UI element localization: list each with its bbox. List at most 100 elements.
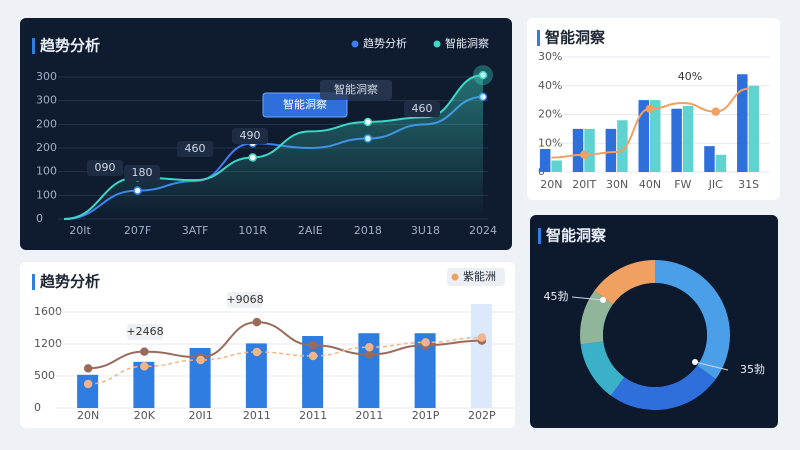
point [140, 347, 149, 356]
chart-title: 智能洞察 [546, 227, 607, 245]
y-tick-label: 200 [36, 141, 57, 154]
legend-label: 紫能洲 [463, 269, 496, 283]
bar [302, 336, 324, 408]
title-accent [537, 30, 540, 46]
y-tick-label: 30% [538, 50, 562, 63]
x-tick-label: 40N [639, 178, 661, 191]
point [711, 107, 720, 116]
annotation: 35勃 [740, 363, 765, 376]
leader-line [694, 361, 729, 371]
point [478, 70, 488, 80]
label-box [87, 160, 123, 176]
donut-hole [603, 283, 707, 387]
point [477, 333, 487, 342]
legend-swatch [451, 273, 459, 281]
y-tick-label: 0 [36, 212, 43, 225]
bar [539, 149, 551, 172]
point [365, 350, 374, 359]
x-tick-label: 3ATF [182, 224, 209, 237]
y-tick-label: 0 [34, 401, 41, 414]
label-box [124, 165, 160, 181]
annotation: +9068 [226, 293, 263, 306]
x-tick-label: 20N [540, 178, 562, 191]
bar [704, 146, 715, 172]
point [83, 379, 93, 389]
x-tick-label: 20It [69, 224, 91, 237]
chart-title: 趋势分析 [40, 273, 100, 291]
y-tick-label: 200 [36, 117, 57, 130]
x-tick-label: 2018 [354, 224, 382, 237]
legend-swatch [433, 40, 441, 48]
y-tick-label: 500 [34, 369, 55, 382]
label-box [404, 101, 440, 117]
x-tick-label: 3U18 [411, 224, 440, 237]
bar [737, 74, 748, 172]
bar [470, 304, 492, 408]
bar [245, 343, 267, 408]
label-box [127, 324, 163, 340]
x-tick-label: 2024 [469, 224, 497, 237]
leader-line [571, 296, 604, 301]
y-tick-label: 300 [36, 94, 57, 107]
bar [572, 128, 584, 172]
annotation: 180 [132, 166, 153, 179]
chart-title: 趋势分析 [40, 37, 100, 55]
title-accent [538, 228, 541, 244]
bar [77, 374, 99, 408]
x-tick-label: 20K [134, 409, 156, 422]
donut-slice [655, 260, 731, 380]
point [580, 150, 589, 159]
point [248, 153, 257, 162]
x-tick-label: 20IT [572, 178, 596, 191]
title-accent [32, 274, 35, 290]
y-tick-label: 100 [36, 188, 57, 201]
point [252, 317, 262, 327]
bar [605, 128, 617, 172]
area [64, 75, 483, 220]
point [140, 362, 149, 371]
annotation: 490 [240, 129, 261, 142]
point [421, 338, 430, 347]
legend-box [447, 268, 505, 286]
annotation: 460 [185, 142, 206, 155]
annotation: +2468 [126, 325, 163, 338]
y-tick-label: 40% [538, 79, 562, 92]
annotation: 090 [95, 161, 116, 174]
bar [638, 100, 649, 172]
point [363, 117, 373, 127]
y-tick-label: 300 [36, 70, 57, 83]
x-tick-label: 201P [412, 409, 440, 422]
legend-label: 趋势分析 [363, 36, 407, 50]
point [252, 347, 262, 357]
x-tick-label: 2011 [299, 409, 327, 422]
x-tick-label: 202P [468, 409, 496, 422]
bar [650, 100, 661, 172]
annotation: 460 [412, 102, 433, 115]
callout: 智能洞察 [283, 97, 327, 111]
bar [189, 348, 211, 408]
leader-dot [600, 297, 606, 303]
label-box [177, 141, 213, 157]
line [88, 321, 482, 370]
point [308, 351, 318, 361]
x-tick-label: 31S [738, 178, 759, 191]
y-tick-label: 10% [538, 136, 562, 149]
bar [671, 108, 682, 172]
x-tick-label: 30N [606, 178, 628, 191]
bar [133, 361, 155, 408]
legend-label: 智能洞察 [445, 36, 489, 50]
x-tick-label: FW [674, 178, 691, 191]
bar [617, 120, 628, 172]
donut-slice [580, 341, 625, 396]
title-accent [32, 38, 35, 54]
bar [748, 85, 760, 172]
chart-title: 智能洞察 [545, 29, 606, 47]
x-tick-label: 2AIE [298, 224, 323, 237]
point [83, 364, 93, 373]
bar [682, 105, 694, 172]
end-glow [473, 65, 493, 86]
annotation: 45勃 [544, 290, 569, 303]
x-tick-label: 101R [238, 224, 267, 237]
bar [551, 160, 562, 172]
